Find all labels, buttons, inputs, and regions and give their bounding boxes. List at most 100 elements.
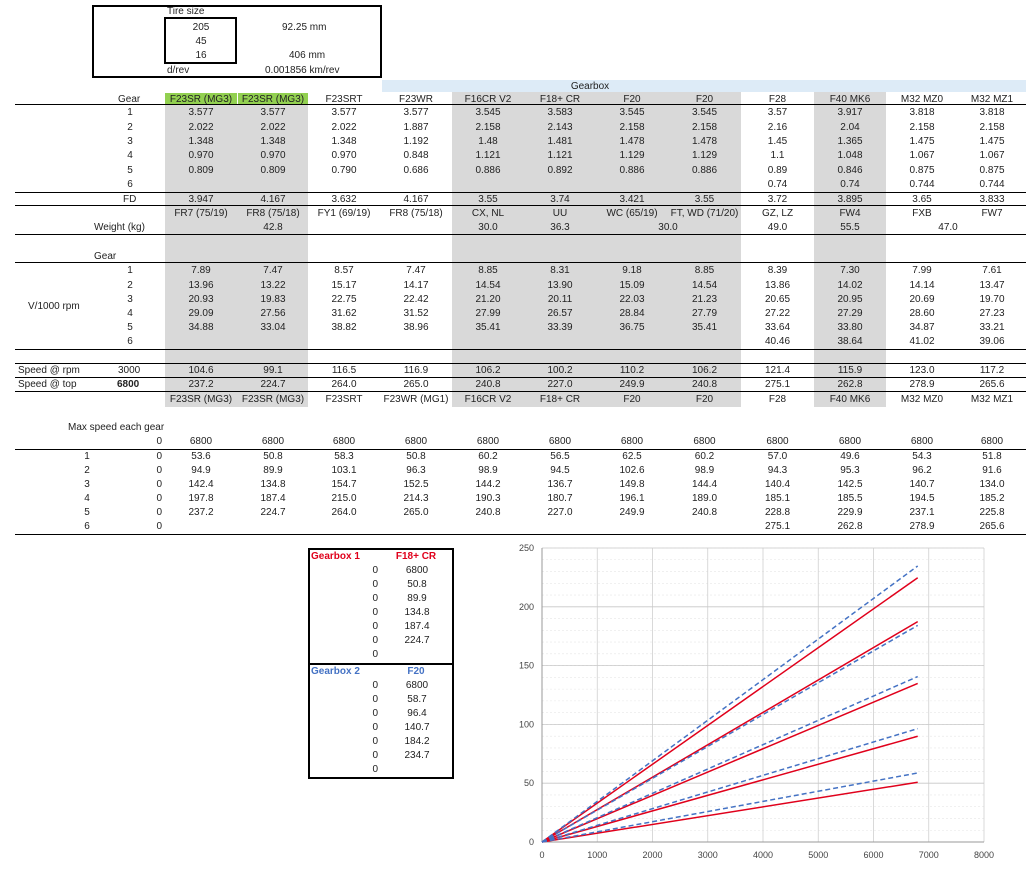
compare-zero: 0 [372,722,378,733]
gearbox-name[interactable]: F23SR (MG3) [169,94,233,105]
max-speed-value: 265.6 [979,521,1005,532]
gearbox-name-footer: F18+ CR [539,394,581,405]
gearbox-name[interactable]: M32 MZ1 [970,94,1014,105]
gear-ratio: 3.577 [260,107,286,118]
gearbox-name[interactable]: F23WR [399,94,433,105]
gearbox-name-footer: F40 MK6 [829,394,871,405]
max-speed-value: 190.3 [475,493,501,504]
gear-ratio: 2.158 [619,122,645,133]
gearbox-name[interactable]: F16CR V2 [464,94,512,105]
v1000-value: 7.61 [982,265,1002,276]
gear-ratio: 2.143 [547,122,573,133]
v1000-value: 8.57 [334,265,354,276]
compare-zero: 0 [372,593,378,604]
x-tick-label: 6000 [863,850,883,860]
gearbox-name-footer: F23SR (MG3) [241,394,305,405]
gear-ratio: 1.348 [188,136,214,147]
v1000-value: 8.85 [478,265,498,276]
max-speed-value: 102.6 [619,465,645,476]
gearbox-name[interactable]: F20 [623,94,641,105]
tire-width[interactable]: 205 [192,22,210,33]
v1000-value: 14.54 [475,280,501,291]
gear-ratio: 2.158 [475,122,501,133]
gearbox-1-line [541,577,919,843]
v1000-value: 20.93 [188,294,214,305]
max-speed-value: 91.6 [982,465,1002,476]
compare-zero: 0 [372,736,378,747]
gear-ratio: 0.970 [260,150,286,161]
shade-col-10 [814,92,886,407]
v1000-value: 39.06 [979,336,1005,347]
gearbox-name[interactable]: F23SR (MG3) [241,94,305,105]
v1000-value: 22.03 [619,294,645,305]
gear-ratio: 1.887 [403,122,429,133]
max-speed-value: 189.0 [691,493,718,504]
gearbox-2-select[interactable]: F20 [407,666,425,677]
compare-zero: 0 [372,708,378,719]
gear-number-2: 2 [127,122,133,133]
speed-at-top: 265.0 [403,379,429,390]
compare-zero: 0 [372,694,378,705]
v1000-value: 33.21 [979,322,1005,333]
v1000-value: 14.14 [909,280,935,291]
v1000-value: 22.75 [331,294,357,305]
v1000-value: 7.47 [406,265,426,276]
speed-at-top: 262.8 [837,379,863,390]
max-speed-value: 197.8 [188,493,214,504]
weight-6: 55.5 [840,222,860,233]
v-gear-number-2: 2 [127,280,133,291]
v1000-value: 14.17 [403,280,429,291]
max-speed-value: 185.1 [764,493,791,504]
tire-rim[interactable]: 16 [195,50,207,61]
gearbox-1-select[interactable]: F18+ CR [395,551,437,562]
speed-at-top: 240.8 [475,379,501,390]
final-drive: 3.632 [331,194,357,205]
gearbox-name[interactable]: F20 [695,94,714,105]
fd-code: UU [552,208,568,219]
gear-ratio: 1.478 [691,136,718,147]
max-gear-number-6: 6 [84,521,90,532]
rule-max-top [15,449,1026,450]
max-speed-value: 89.9 [263,465,283,476]
v1000-value: 38.64 [837,336,863,347]
speed-at-top: 265.6 [979,379,1005,390]
v1000-value: 31.62 [331,308,357,319]
max-speed-value: 278.9 [909,521,935,532]
gearbox-name[interactable]: M32 MZ0 [900,94,944,105]
v1000-value: 7.89 [191,265,211,276]
gearbox-name-footer: M32 MZ1 [970,394,1014,405]
gear-ratio: 1.192 [403,136,429,147]
tire-size-label: Tire size [167,6,205,17]
max-speed-value: 144.4 [691,479,718,490]
x-tick-label: 2000 [642,850,662,860]
tire-aspect[interactable]: 45 [195,36,207,47]
gear-ratio: 3.577 [403,107,429,118]
gear-ratio: 0.744 [979,179,1005,190]
max-speed-value: 140.4 [764,479,791,490]
speed-rpm-value[interactable]: 3000 [118,365,141,376]
v1000-value: 38.96 [403,322,429,333]
gear-ratio: 3.545 [691,107,718,118]
rule-above-speed [15,363,1026,364]
gearbox-name-footer: F20 [623,394,641,405]
max-speed-value: 140.7 [909,479,935,490]
v1000-value: 38.82 [331,322,357,333]
gear-ratio: 3.577 [331,107,357,118]
max-gear-number-3: 3 [84,479,90,490]
gearbox-2-compare-box [308,663,454,779]
gearbox-name[interactable]: F18+ CR [539,94,581,105]
max-speed-value: 54.3 [912,451,932,462]
v1000-value: 41.02 [909,336,935,347]
gearbox-name[interactable]: F40 MK6 [829,94,871,105]
compare-zero: 0 [372,750,378,761]
y-tick-label: 200 [519,602,534,612]
v1000-value: 20.95 [837,294,863,305]
gearbox-name[interactable]: F28 [768,94,787,105]
max-speed-value: 95.3 [840,465,860,476]
max-speed-value: 51.8 [982,451,1002,462]
gearbox-name[interactable]: F23SRT [325,94,363,105]
v-gear-number-4: 4 [127,308,133,319]
speed-top-value[interactable]: 6800 [117,379,140,390]
gear-ratio: 1.48 [478,136,498,147]
v1000-value: 8.85 [694,265,715,276]
